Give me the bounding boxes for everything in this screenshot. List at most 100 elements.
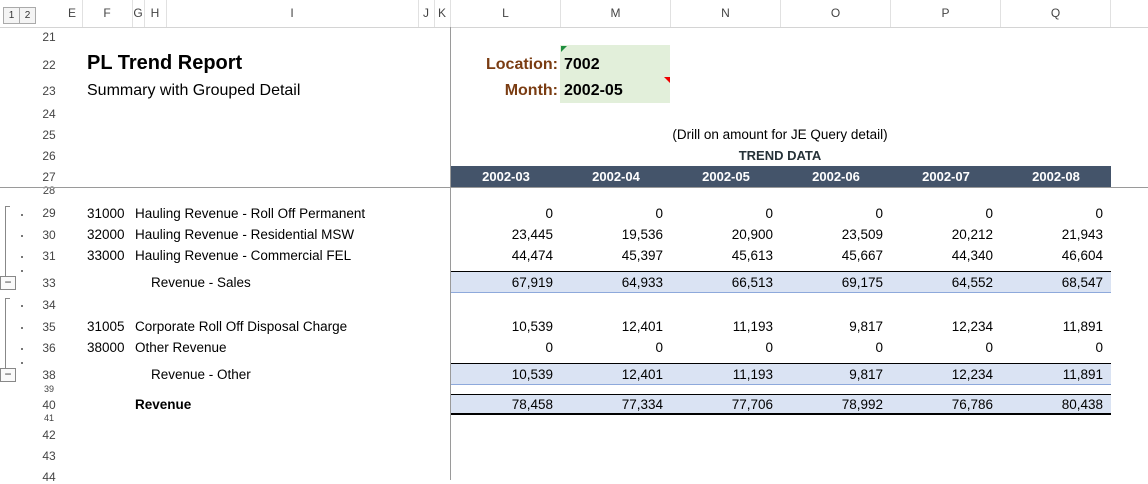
- month-header[interactable]: 2002-08: [1032, 169, 1080, 184]
- month-header[interactable]: 2002-06: [812, 169, 860, 184]
- row-number-40[interactable]: 40: [42, 398, 56, 412]
- amount-cell[interactable]: 44,474: [511, 248, 553, 263]
- account-number[interactable]: 38000: [87, 340, 125, 355]
- amount-cell[interactable]: 0: [1095, 340, 1103, 355]
- amount-cell[interactable]: 45,667: [841, 248, 883, 263]
- total-cell[interactable]: 78,458: [511, 397, 553, 412]
- amount-cell[interactable]: 9,817: [849, 319, 883, 334]
- row-number-26[interactable]: 26: [42, 149, 56, 163]
- subtotal-cell[interactable]: 12,401: [621, 367, 663, 382]
- amount-cell[interactable]: 23,445: [511, 227, 553, 242]
- amount-cell[interactable]: 44,340: [951, 248, 993, 263]
- subtotal-cell[interactable]: 11,891: [1062, 367, 1103, 382]
- row-number-28[interactable]: 28: [42, 185, 56, 197]
- outline-collapse-button[interactable]: −: [0, 368, 16, 382]
- amount-cell[interactable]: 0: [765, 340, 773, 355]
- amount-cell[interactable]: 0: [765, 206, 773, 221]
- month-header[interactable]: 2002-03: [482, 169, 530, 184]
- subtotal-cell[interactable]: 11,193: [732, 367, 773, 382]
- amount-cell[interactable]: 20,212: [951, 227, 993, 242]
- account-number[interactable]: 31005: [87, 319, 125, 334]
- subtotal-cell[interactable]: 68,547: [1061, 275, 1103, 290]
- total-cell[interactable]: 77,334: [621, 397, 663, 412]
- column-header-o[interactable]: O: [781, 0, 891, 27]
- report-title[interactable]: PL Trend Report: [87, 52, 243, 74]
- row-number-21[interactable]: 21: [42, 30, 56, 44]
- amount-cell[interactable]: 0: [1095, 206, 1103, 221]
- location-input[interactable]: 7002: [564, 56, 600, 73]
- amount-cell[interactable]: 0: [545, 340, 553, 355]
- amount-cell[interactable]: 0: [985, 206, 993, 221]
- row-number-23[interactable]: 23: [42, 84, 56, 98]
- subtotal-cell[interactable]: 67,919: [511, 275, 553, 290]
- account-number[interactable]: 33000: [87, 248, 125, 263]
- amount-cell[interactable]: 0: [545, 206, 553, 221]
- total-cell[interactable]: 78,992: [841, 397, 883, 412]
- row-number-29[interactable]: 29: [42, 206, 56, 220]
- row-number-36[interactable]: 36: [42, 341, 56, 355]
- subtotal-label[interactable]: Revenue - Sales: [151, 275, 251, 290]
- amount-cell[interactable]: 12,401: [621, 319, 663, 334]
- amount-cell[interactable]: 12,234: [951, 319, 993, 334]
- account-name[interactable]: Hauling Revenue - Commercial FEL: [135, 248, 352, 263]
- column-header-q[interactable]: Q: [1001, 0, 1111, 27]
- row-number-42[interactable]: 42: [42, 428, 56, 442]
- amount-cell[interactable]: 46,604: [1061, 248, 1103, 263]
- amount-cell[interactable]: 0: [875, 206, 883, 221]
- amount-cell[interactable]: 0: [655, 340, 663, 355]
- row-number-44[interactable]: 44: [42, 470, 56, 484]
- amount-cell[interactable]: 0: [655, 206, 663, 221]
- amount-cell[interactable]: 0: [985, 340, 993, 355]
- amount-cell[interactable]: 20,900: [731, 227, 773, 242]
- month-header[interactable]: 2002-04: [592, 169, 640, 184]
- month-header[interactable]: 2002-05: [702, 169, 750, 184]
- account-number[interactable]: 31000: [87, 206, 125, 221]
- row-number-34[interactable]: 34: [42, 298, 56, 312]
- subtotal-cell[interactable]: 10,539: [511, 367, 553, 382]
- amount-cell[interactable]: 45,613: [731, 248, 773, 263]
- subtotal-cell[interactable]: 64,933: [621, 275, 663, 290]
- month-header[interactable]: 2002-07: [922, 169, 970, 184]
- report-subtitle[interactable]: Summary with Grouped Detail: [87, 82, 301, 99]
- total-cell[interactable]: 77,706: [731, 397, 773, 412]
- row-number-30[interactable]: 30: [42, 228, 56, 242]
- column-header-l[interactable]: L: [451, 0, 561, 27]
- account-name[interactable]: Other Revenue: [135, 340, 227, 355]
- row-number-38[interactable]: 38: [42, 368, 56, 382]
- column-header-e[interactable]: E: [62, 0, 83, 27]
- row-number-22[interactable]: 22: [42, 58, 56, 72]
- amount-cell[interactable]: 11,891: [1062, 319, 1103, 334]
- outline-level-2-button[interactable]: 2: [19, 7, 36, 24]
- subtotal-label[interactable]: Revenue - Other: [151, 367, 251, 382]
- account-name[interactable]: Hauling Revenue - Residential MSW: [135, 227, 355, 242]
- row-number-41[interactable]: 41: [43, 413, 54, 421]
- column-header-n[interactable]: N: [671, 0, 781, 27]
- subtotal-cell[interactable]: 66,513: [731, 275, 773, 290]
- account-number[interactable]: 32000: [87, 227, 125, 242]
- column-header-f[interactable]: F: [82, 0, 133, 27]
- amount-cell[interactable]: 23,509: [841, 227, 883, 242]
- total-label[interactable]: Revenue: [135, 397, 192, 412]
- column-header-p[interactable]: P: [891, 0, 1001, 27]
- subtotal-cell[interactable]: 12,234: [951, 367, 993, 382]
- account-name[interactable]: Corporate Roll Off Disposal Charge: [135, 319, 348, 334]
- amount-cell[interactable]: 19,536: [621, 227, 663, 242]
- row-number-43[interactable]: 43: [42, 449, 56, 463]
- column-header-m[interactable]: M: [561, 0, 671, 27]
- account-name[interactable]: Hauling Revenue - Roll Off Permanent: [135, 206, 366, 221]
- total-cell[interactable]: 76,786: [951, 397, 993, 412]
- amount-cell[interactable]: 21,943: [1061, 227, 1103, 242]
- column-header-j[interactable]: J: [418, 0, 435, 27]
- column-header-i[interactable]: I: [166, 0, 419, 27]
- subtotal-cell[interactable]: 69,175: [841, 275, 883, 290]
- column-header-k[interactable]: K: [434, 0, 451, 27]
- column-header-h[interactable]: H: [144, 0, 167, 27]
- amount-cell[interactable]: 10,539: [511, 319, 553, 334]
- subtotal-cell[interactable]: 9,817: [849, 367, 883, 382]
- row-number-27[interactable]: 27: [42, 170, 56, 184]
- month-input[interactable]: 2002-05: [564, 82, 623, 99]
- row-number-24[interactable]: 24: [42, 107, 56, 121]
- column-header-g[interactable]: G: [132, 0, 145, 27]
- outline-collapse-button[interactable]: −: [0, 276, 16, 290]
- amount-cell[interactable]: 45,397: [621, 248, 663, 263]
